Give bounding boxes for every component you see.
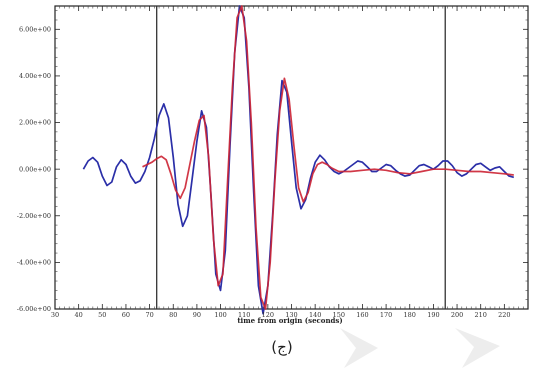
x-tick-label: 200	[451, 311, 463, 319]
x-axis-title: time from origin (seconds)	[237, 316, 342, 325]
plot-frame	[54, 5, 529, 310]
x-tick-label: 220	[498, 311, 510, 319]
x-tick-label: 150	[333, 311, 345, 319]
axis-ticks	[54, 6, 528, 310]
x-tick-labels: 30 40 50 60 70 80 90 100 110 120 130 140 150 160 170 18…	[51, 311, 511, 319]
series-lines	[82, 5, 515, 315]
x-tick-label: 90	[193, 311, 201, 319]
figure-caption: (ج)	[271, 338, 292, 357]
x-tick-label: 70	[145, 311, 153, 319]
x-tick-label: 180	[404, 311, 416, 319]
x-tick-label: 120	[262, 311, 274, 319]
y-tick-label: 0.00e+00	[19, 165, 51, 173]
y-tick-label: 6.00e+00	[19, 26, 51, 34]
watermark-arrow-right-shape	[455, 328, 500, 368]
plot-area	[54, 5, 529, 310]
x-tick-label: 40	[75, 311, 83, 319]
y-tick-label: -6.00e+00	[17, 305, 51, 313]
y-tick-label: 2.00e+00	[19, 119, 51, 127]
x-tick-label: 140	[309, 311, 321, 319]
watermark-arrow-left-shape	[340, 328, 378, 368]
x-tick-label: 130	[285, 311, 297, 319]
y-tick-label: -2.00e+00	[17, 212, 51, 220]
y-tick-labels: -6.00e+00 -4.00e+00 -2.00e+00 0.00e+00 2.00e…	[17, 26, 51, 314]
x-tick-label: 110	[238, 311, 250, 319]
x-tick-label: 60	[122, 311, 130, 319]
x-tick-label: 170	[380, 311, 392, 319]
x-tick-label: 80	[169, 311, 177, 319]
x-tick-label: 30	[51, 311, 59, 319]
x-tick-label: 210	[474, 311, 486, 319]
vertical-markers	[156, 6, 446, 309]
x-tick-label: 50	[98, 311, 106, 319]
series-blue-line	[82, 5, 515, 315]
x-tick-label: 100	[214, 311, 226, 319]
y-tick-label: -4.00e+00	[17, 259, 51, 267]
x-tick-label: 160	[356, 311, 368, 319]
series-red-line	[142, 5, 514, 310]
x-tick-label: 190	[427, 311, 439, 319]
y-tick-label: 4.00e+00	[19, 72, 51, 80]
